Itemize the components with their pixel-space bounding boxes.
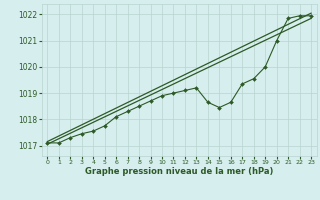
X-axis label: Graphe pression niveau de la mer (hPa): Graphe pression niveau de la mer (hPa) (85, 167, 273, 176)
